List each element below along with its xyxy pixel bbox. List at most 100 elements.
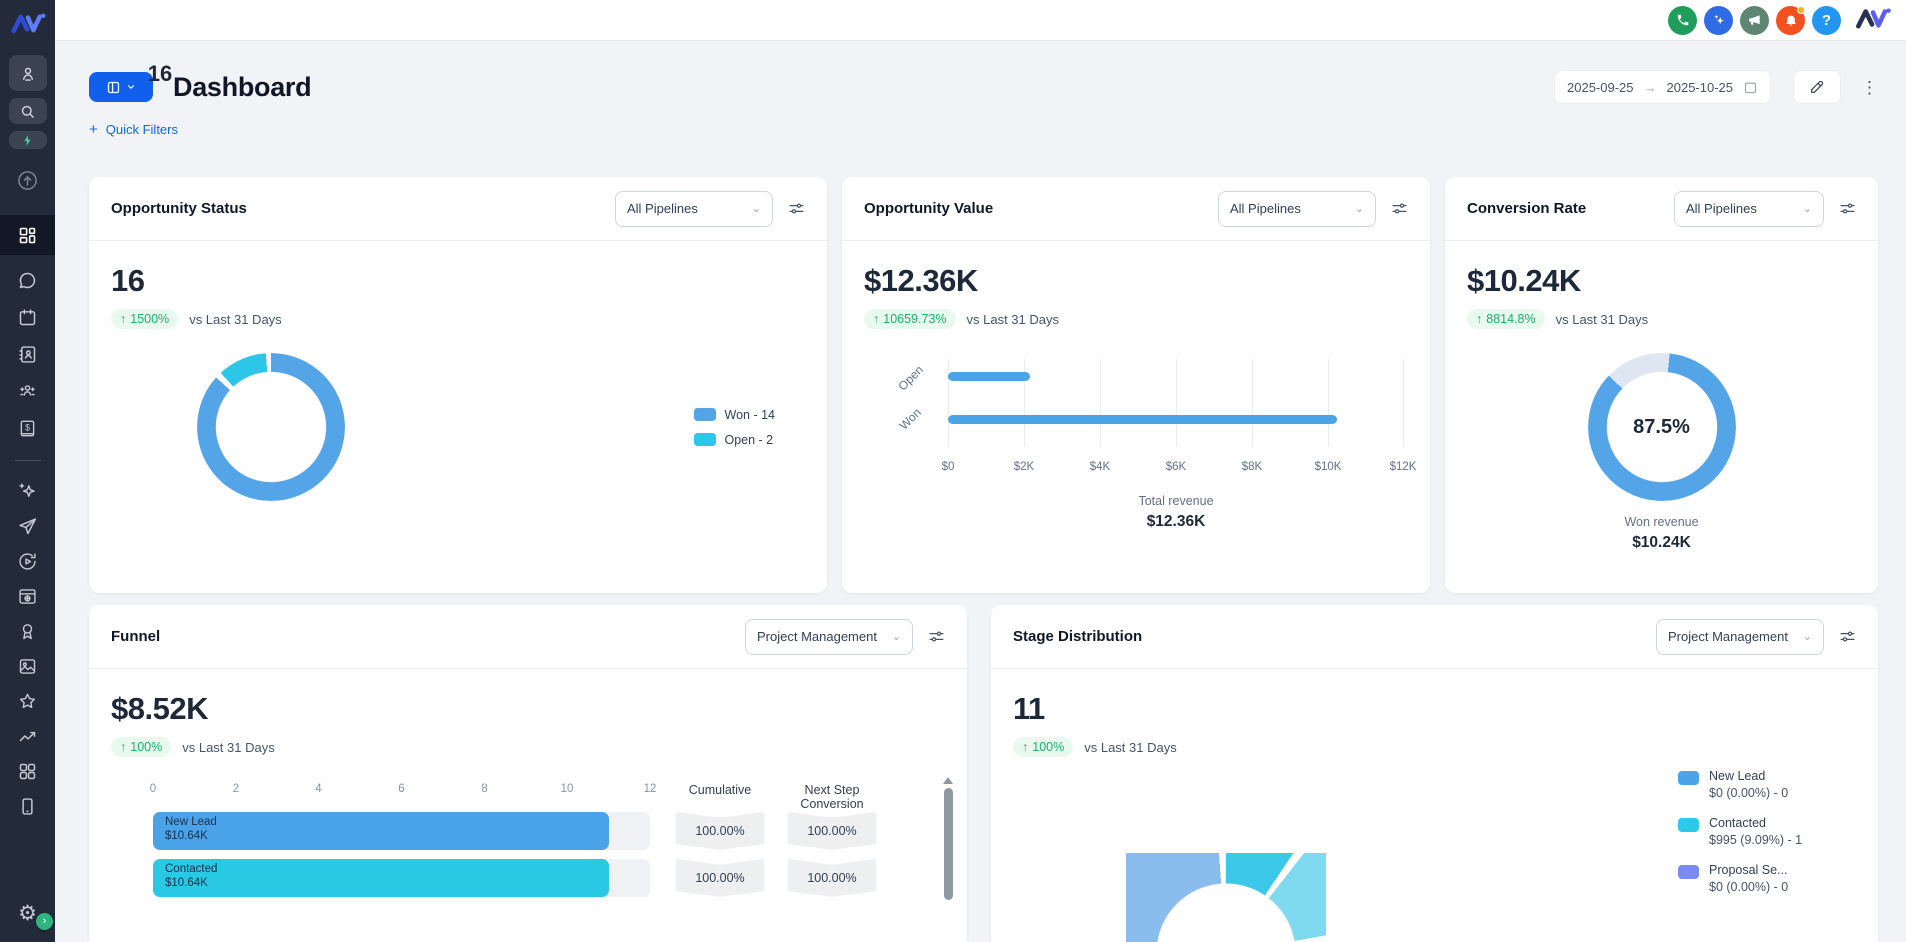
ai-assistant-icon[interactable]: [1704, 5, 1733, 35]
sidebar-item-opportunities[interactable]: [17, 381, 38, 402]
legend-swatch: [693, 433, 716, 446]
quick-actions-bolt-icon[interactable]: [8, 131, 47, 149]
bar-open[interactable]: [948, 372, 1030, 381]
sidebar-item-dashboard[interactable]: [0, 215, 55, 255]
notifications-bell-icon[interactable]: [1776, 5, 1805, 35]
opportunity-value-bar-chart: Open Won: [895, 359, 1404, 447]
chevron-down-icon: ⌄: [891, 631, 901, 643]
sidebar-item-payments[interactable]: $: [17, 418, 38, 439]
bar-label-won: Won: [896, 405, 924, 433]
sidebar-divider: [14, 460, 41, 461]
chevron-down-icon: [127, 85, 135, 89]
funnel-scrollbar[interactable]: [943, 777, 953, 900]
footer-value: $10.24K: [1632, 534, 1691, 551]
compare-label: vs Last 31 Days: [1084, 739, 1177, 755]
legend-item-open[interactable]: Open - 2: [693, 433, 776, 447]
help-icon[interactable]: ?: [1812, 5, 1841, 35]
pipeline-select[interactable]: Project Management ⌄: [745, 618, 913, 655]
sidebar-item-app-marketplace[interactable]: [17, 761, 38, 782]
footer-label: Total revenue: [1138, 494, 1214, 508]
dashboard-content: Dashboard 2025-09-25 → 2025-10-25 ⋮ +: [55, 41, 1906, 942]
sidebar-item-contacts[interactable]: [17, 344, 38, 365]
sidebar-item-automation[interactable]: [17, 551, 38, 572]
phone-icon[interactable]: [1668, 5, 1697, 35]
calendar-icon: [1744, 82, 1757, 93]
cumulative-cell: 100.00%: [676, 859, 764, 897]
chevron-down-icon: ⌄: [751, 203, 761, 215]
pipeline-select[interactable]: All Pipelines ⌄: [615, 190, 773, 227]
stage-distribution-donut-chart: [1126, 853, 1326, 942]
chevron-down-icon: ⌄: [1802, 631, 1812, 643]
pipeline-select[interactable]: All Pipelines ⌄: [1218, 190, 1376, 227]
card-title: Opportunity Status: [111, 200, 247, 217]
footer-label: Won revenue: [1624, 515, 1699, 529]
filter-settings-icon[interactable]: [928, 628, 945, 645]
next-step-cell: 100.00%: [788, 859, 876, 897]
sidebar-expand-button[interactable]: ›: [36, 913, 53, 930]
delta-badge: ↑ 100%: [111, 737, 172, 757]
date-range-picker[interactable]: 2025-09-25 → 2025-10-25: [1554, 70, 1771, 104]
compare-label: vs Last 31 Days: [1555, 311, 1649, 327]
delta-badge: ↑ 10659.73%: [864, 309, 956, 329]
sidebar-item-memberships[interactable]: [17, 621, 38, 642]
settings-gear-icon[interactable]: ⚙: [18, 902, 37, 925]
bar-won[interactable]: [948, 415, 1337, 424]
legend-swatch: [1678, 771, 1699, 785]
card-title: Stage Distribution: [1013, 628, 1143, 645]
launchpad-icon[interactable]: [16, 169, 39, 192]
card-title: Opportunity Value: [864, 200, 994, 217]
filter-settings-icon[interactable]: [1839, 200, 1856, 217]
filter-settings-icon[interactable]: [1391, 200, 1408, 217]
legend-swatch: [1678, 818, 1699, 832]
card-title: Funnel: [111, 628, 161, 645]
sidebar-item-sites[interactable]: [17, 586, 38, 607]
sidebar-item-media[interactable]: [17, 656, 38, 677]
plus-icon: +: [89, 121, 98, 138]
agency-logo-icon[interactable]: [1854, 7, 1892, 34]
legend-item-won[interactable]: Won - 14: [693, 408, 775, 422]
footer-value: $12.36K: [1146, 513, 1206, 530]
megaphone-icon[interactable]: [1740, 5, 1769, 35]
filter-settings-icon[interactable]: [1839, 628, 1856, 645]
topbar: ?: [55, 0, 1906, 41]
contact-pin-icon[interactable]: [8, 55, 47, 91]
sidebar-item-marketing[interactable]: [17, 516, 38, 537]
sidebar-item-reporting[interactable]: [17, 726, 38, 747]
compare-label: vs Last 31 Days: [966, 311, 1060, 327]
brand-logo-icon: [10, 12, 46, 39]
sidebar-item-ai-agents[interactable]: [17, 481, 38, 502]
quick-filters-button[interactable]: + Quick Filters: [89, 121, 178, 138]
next-step-column-header: Next Step Conversion: [800, 783, 864, 812]
edit-dashboard-button[interactable]: [1793, 70, 1841, 104]
pipeline-select[interactable]: Project Management ⌄: [1656, 618, 1824, 655]
funnel-stage-row[interactable]: New Lead $10.64K: [153, 812, 650, 850]
chevron-down-icon: ⌄: [1354, 203, 1364, 215]
bar-label-open: Open: [895, 362, 927, 394]
legend-item-new-lead[interactable]: New Lead $0 (0.00%) - 0: [1678, 769, 1802, 800]
scrollbar-thumb[interactable]: [943, 788, 953, 900]
sidebar-item-reputation[interactable]: [17, 691, 38, 712]
stat-value: $12.36K: [864, 263, 978, 298]
date-range-arrow: →: [1643, 79, 1657, 95]
search-icon[interactable]: [8, 98, 47, 124]
legend-item-proposal[interactable]: Proposal Se... $0 (0.00%) - 0: [1678, 863, 1802, 894]
funnel-stage-row[interactable]: Contacted $10.64K: [153, 859, 650, 897]
legend-item-contacted[interactable]: Contacted $995 (9.09%) - 1: [1678, 816, 1802, 847]
date-start[interactable]: 2025-09-25: [1567, 79, 1634, 95]
sidebar-item-mobile[interactable]: [17, 796, 38, 817]
delta-badge: ↑ 1500%: [111, 309, 179, 329]
sidebar-item-conversations[interactable]: [17, 270, 38, 291]
dashboard-switcher-button[interactable]: [89, 72, 153, 102]
donut-center-value: 16: [147, 61, 173, 86]
date-end[interactable]: 2025-10-25: [1666, 79, 1734, 95]
pipeline-select[interactable]: All Pipelines ⌄: [1674, 190, 1824, 227]
filter-settings-icon[interactable]: [788, 200, 805, 217]
delta-badge: ↑ 100%: [1013, 737, 1074, 757]
opportunity-value-card: Opportunity Value All Pipelines ⌄ $12.36K: [842, 177, 1430, 593]
more-options-button[interactable]: ⋮: [1861, 77, 1878, 97]
sidebar-item-calendar[interactable]: [17, 307, 38, 328]
chart-legend: New Lead $0 (0.00%) - 0 Contacted $995 (…: [1678, 769, 1802, 894]
conversion-rate-card: Conversion Rate All Pipelines ⌄ $10.24K: [1445, 177, 1878, 593]
page-title: Dashboard: [173, 71, 312, 102]
